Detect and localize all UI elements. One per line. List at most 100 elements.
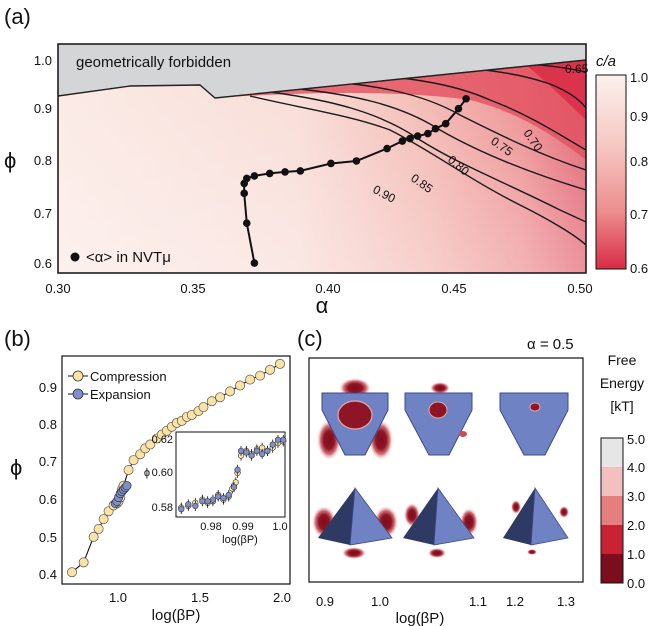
legend-marker	[70, 252, 80, 262]
contour-label-065: 0.65	[565, 62, 589, 76]
y-tick-label: 0.8	[34, 153, 52, 168]
x-tick-label: 1.0	[109, 590, 127, 605]
alpha-path-point	[454, 104, 463, 113]
x-tick-label: 0.40	[315, 281, 340, 296]
compression-point	[198, 402, 209, 413]
alpha-path-point	[383, 144, 391, 153]
alpha-path-point	[406, 134, 414, 143]
y-tick-label: 0.6	[34, 256, 52, 271]
legend-compression-label: Compression	[90, 369, 167, 384]
inset-expansion-point	[192, 502, 199, 510]
expansion-point	[122, 481, 132, 491]
inset-series	[178, 434, 287, 515]
alpha-path-point	[250, 172, 259, 180]
inset-frame	[175, 431, 286, 518]
contour-075	[309, 79, 586, 171]
alpha-path-point	[352, 157, 361, 165]
inset-y-tick: 0.60	[152, 467, 173, 479]
colorbar-a-gradient	[595, 74, 627, 270]
panel-b-label: (b)	[4, 326, 31, 351]
colorbar-a-tick: 0.8	[630, 154, 648, 169]
inset-expansion-point	[264, 447, 271, 454]
y-tick-label: 0.8	[39, 417, 57, 432]
colorbar-c-swatch	[601, 496, 623, 525]
legend-label: <α> in NVTμ	[86, 249, 171, 266]
inset-expansion-point	[220, 495, 227, 502]
colorbar-c-swatch	[601, 438, 623, 467]
alpha-path-point	[424, 129, 432, 138]
compression-point	[145, 439, 156, 450]
inset-y-tick: 0.62	[152, 434, 173, 446]
y-tick-label: 0.6	[39, 492, 57, 507]
inset-expansion-point	[237, 447, 245, 454]
panel-b-plot: Compression Expansion 0.4 0.5 0.6 0.7 0.…	[10, 355, 291, 624]
colorbar-c-swatch	[601, 467, 623, 496]
shape-side-1	[312, 486, 398, 559]
compression-point	[275, 358, 285, 369]
legend-expansion-marker	[72, 388, 84, 400]
legend-compression-marker	[72, 370, 84, 382]
alpha-path-point	[398, 137, 407, 145]
inset-ylabel: ϕ	[144, 467, 150, 479]
y-tick-label: 0.9	[39, 380, 57, 395]
panel-c-xlabel: log(βP)	[396, 610, 445, 626]
inset-expansion-point	[274, 436, 282, 443]
inset-xlabel: log(βP)	[222, 534, 258, 546]
compression-point	[215, 392, 226, 403]
compression-point	[67, 567, 77, 578]
contour-090	[249, 95, 586, 246]
compression-point	[88, 531, 99, 542]
colorbar-c-title-2: Energy	[600, 375, 644, 391]
compression-point	[128, 455, 139, 466]
colorbar-c-tick: 0.0	[627, 576, 645, 591]
alpha-path-point	[242, 174, 251, 183]
y-tick-label: 0.7	[34, 206, 52, 221]
panel-a-plot: geometrically forbidden 0.65 0.70 0.75 0…	[4, 43, 593, 318]
panel-c-title: α = 0.5	[527, 336, 574, 353]
colorbar-c: Free Energy [kT] 5.0 4.0 3.0 2.0 1.0 0.0	[600, 352, 645, 591]
compression-point	[93, 524, 104, 534]
colorbar-a-tick: 0.7	[630, 207, 648, 222]
y-tick-label: 0.4	[39, 567, 57, 582]
x-tick-label: 2.0	[273, 590, 291, 605]
x-tick-label: 0.35	[180, 281, 205, 296]
alpha-path-point	[327, 159, 335, 168]
colorbar-a-tick: 0.6	[630, 261, 648, 276]
alpha-path-point	[462, 94, 470, 103]
colorbar-a: c/a 1.0 0.9 0.8 0.7 0.6	[595, 53, 648, 276]
colorbar-c-tick: 3.0	[627, 489, 645, 504]
alpha-path-point	[281, 168, 289, 176]
shape-top-1	[317, 378, 393, 460]
shape-side-2	[403, 486, 478, 558]
y-tick-label: 0.5	[39, 530, 57, 545]
compression-point	[265, 364, 275, 375]
panel-a-label: (a)	[4, 4, 31, 29]
inset-expansion-point	[230, 483, 238, 491]
compression-point	[245, 374, 256, 385]
compression-point	[206, 396, 217, 407]
colorbar-a-title: c/a	[596, 53, 616, 70]
panel-b-inset: 0.62 0.60 0.58 ϕ 0.98 0.99 1.0 log(βP)	[144, 431, 288, 546]
shape-top-3	[499, 392, 569, 456]
colorbar-c-tick: 2.0	[627, 518, 645, 533]
panel-c-frame	[308, 357, 584, 583]
panel-a-frame	[57, 43, 587, 274]
compression-point	[123, 465, 134, 475]
inset-expansion-point	[178, 506, 185, 513]
x-tick-label: 0.50	[567, 281, 592, 296]
panel-a-x-ticks: 0.30 0.35 0.40 0.45 0.50	[45, 281, 592, 296]
y-tick-label: 0.7	[39, 454, 57, 469]
contour-085	[269, 91, 586, 223]
panel-c-label: (c)	[297, 326, 323, 351]
inset-expansion-point	[248, 452, 255, 459]
shape-side-3	[503, 486, 569, 555]
inset-y-tick: 0.58	[152, 502, 173, 514]
forbidden-label: geometrically forbidden	[76, 54, 231, 71]
alpha-path-point	[441, 119, 450, 128]
x-tick-label: 1.1	[469, 594, 487, 609]
inset-expansion-point	[215, 493, 222, 500]
inset-expansion-point	[225, 491, 232, 499]
panel-b-xlabel: log(βP)	[152, 607, 201, 624]
alpha-path-series	[240, 94, 470, 267]
